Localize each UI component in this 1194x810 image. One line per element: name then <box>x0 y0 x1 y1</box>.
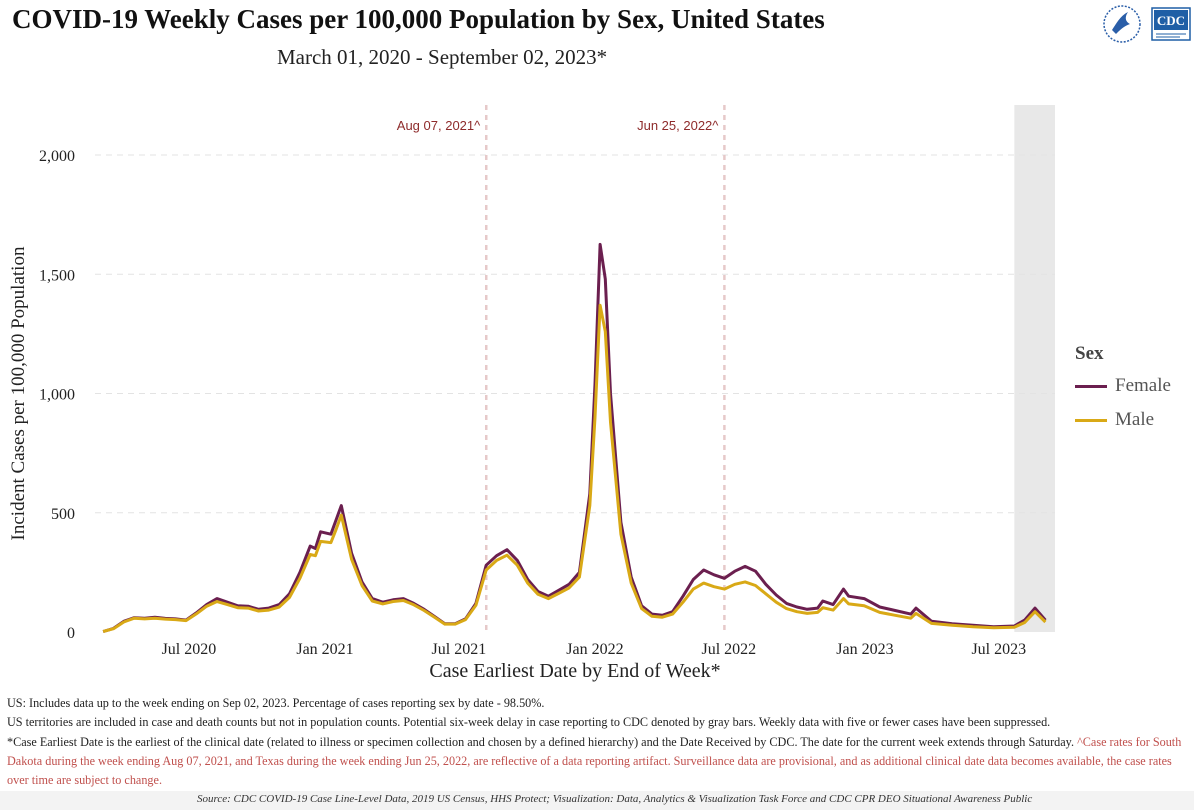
hhs-eagle-logo <box>1103 5 1141 43</box>
source-text: Source: CDC COVID-19 Case Line-Level Dat… <box>197 793 1033 805</box>
agency-logos: CDC <box>1103 5 1191 43</box>
x-tick-label: Jul 2021 <box>432 641 487 658</box>
y-tick-label: 1,000 <box>39 387 75 404</box>
legend-label-male: Male <box>1115 409 1155 430</box>
chart-subtitle: March 01, 2020 - September 02, 2023* <box>277 45 608 69</box>
reporting-delay-region <box>1014 105 1055 632</box>
note-artifact: ^Case rates for South Dakota during the … <box>7 734 1182 788</box>
source-bar: Source: CDC COVID-19 Case Line-Level Dat… <box>0 791 1194 810</box>
x-tick-label: Jul 2020 <box>162 641 217 658</box>
y-tick-label: 500 <box>51 506 75 523</box>
y-axis-ticks: 0 500 1,000 1,500 2,000 <box>39 148 75 642</box>
cdc-logo-text: CDC <box>1157 13 1185 28</box>
annotation-label: Aug 07, 2021^ <box>397 118 481 133</box>
x-tick-label: Jan 2023 <box>836 641 893 658</box>
note-line-2: US territories are included in case and … <box>7 715 1051 730</box>
y-tick-label: 2,000 <box>39 148 75 165</box>
chart-title: COVID-19 Weekly Cases per 100,000 Popula… <box>12 4 825 34</box>
legend-title: Sex <box>1075 343 1104 364</box>
annotation-label: Jun 25, 2022^ <box>637 118 719 133</box>
gridlines <box>95 154 1055 514</box>
annotations: Aug 07, 2021^ Jun 25, 2022^ <box>397 105 726 632</box>
x-axis-label: Case Earliest Date by End of Week* <box>429 660 720 682</box>
x-tick-label: Jul 2022 <box>702 641 757 658</box>
y-tick-label: 1,500 <box>39 267 75 284</box>
x-axis-ticks: Jul 2020 Jan 2021 Jul 2021 Jan 2022 Jul 2022… <box>162 641 1027 658</box>
legend-item-male[interactable]: Male <box>1075 409 1154 431</box>
note-line-3: *Case Earliest Date is the earliest of t… <box>7 733 1187 791</box>
y-axis-label: Incident Cases per 100,000 Population <box>8 246 29 540</box>
legend-label-female: Female <box>1115 375 1171 396</box>
x-tick-label: Jan 2022 <box>566 641 623 658</box>
footnotes: US: Includes data up to the week ending … <box>7 694 1187 790</box>
x-tick-label: Jan 2021 <box>296 641 353 658</box>
legend-swatch-female <box>1075 384 1107 388</box>
legend-item-female[interactable]: Female <box>1075 375 1171 397</box>
note-line-1: US: Includes data up to the week ending … <box>7 696 545 710</box>
series-lines <box>102 242 1047 633</box>
legend-swatch-male <box>1075 418 1107 422</box>
note-case-date: *Case Earliest Date is the earliest of t… <box>7 734 1075 749</box>
series-line-female <box>102 242 1047 633</box>
line-chart: Aug 07, 2021^ Jun 25, 2022^ 0 500 1,000 1,50… <box>8 105 1055 682</box>
series-line-male <box>102 303 1047 633</box>
x-tick-label: Jul 2023 <box>971 641 1026 658</box>
cdc-logo: CDC <box>1151 7 1191 41</box>
delay-shade <box>1014 105 1055 632</box>
y-tick-label: 0 <box>67 625 75 642</box>
